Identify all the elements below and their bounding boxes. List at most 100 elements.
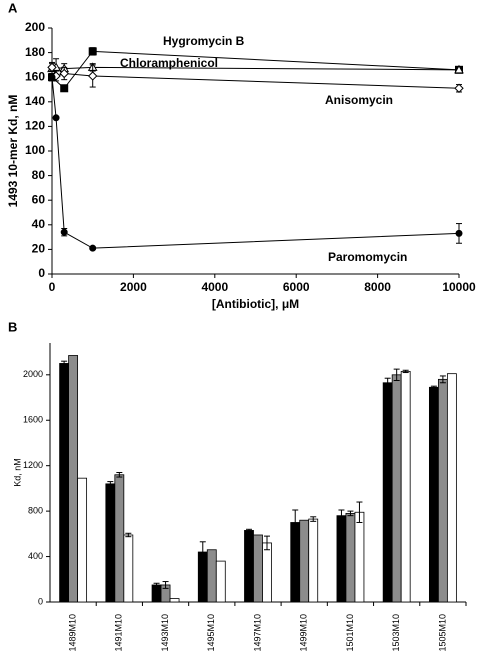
x-tick-label: 1491M10	[114, 614, 124, 652]
y-tick-label: 400	[28, 551, 43, 561]
x-tick-label: 1493M10	[160, 614, 170, 652]
bar	[446, 373, 457, 603]
error-bar	[125, 532, 132, 538]
error-bar	[402, 369, 409, 374]
bar	[114, 474, 125, 603]
error-bar	[153, 582, 160, 588]
marker	[60, 228, 68, 236]
series-label: Hygromycin B	[163, 34, 245, 48]
x-tick-label: 2000	[120, 280, 147, 294]
y-tick-label: 140	[25, 94, 45, 108]
bar	[428, 386, 439, 603]
error-bar	[264, 535, 270, 551]
error-bar	[246, 528, 252, 533]
y-tick-label: 180	[25, 45, 45, 59]
bar	[308, 518, 319, 603]
bar	[68, 355, 79, 603]
y-tick-label: 120	[25, 119, 45, 133]
bar	[391, 374, 402, 603]
error-bar	[292, 509, 299, 536]
error-bar	[116, 472, 123, 478]
y-tick-label: 200	[25, 20, 45, 34]
error-bar	[162, 581, 169, 589]
panel-label: B	[8, 319, 17, 334]
y-tick-label: 40	[32, 217, 46, 231]
error-bar	[347, 510, 354, 517]
x-tick-label: 1497M10	[252, 614, 262, 652]
y-tick-label: 20	[32, 242, 46, 256]
x-tick-label: 1501M10	[345, 614, 355, 652]
error-bar	[430, 385, 437, 389]
marker	[89, 244, 97, 252]
x-tick-label: 1503M10	[391, 614, 401, 652]
marker	[88, 47, 97, 56]
error-bar	[384, 377, 391, 388]
series-label: Anisomycin	[325, 93, 393, 107]
series-label: Paromomycin	[328, 250, 407, 264]
x-tick-label: 4000	[201, 280, 228, 294]
series-line	[51, 77, 460, 249]
y-tick-label: 800	[28, 505, 43, 515]
panel-label: A	[8, 0, 18, 15]
y-tick-label: 60	[32, 192, 46, 206]
bar	[253, 534, 263, 603]
x-tick-label: 1499M10	[299, 614, 309, 652]
bar	[382, 382, 393, 603]
x-tick-label: 1505M10	[437, 614, 447, 652]
series-label: Chloramphenicol	[120, 56, 218, 70]
series-line	[51, 50, 460, 90]
marker	[60, 84, 69, 93]
y-axis-label: 1493 10-mer Kd, nM	[6, 95, 20, 208]
series-line	[51, 67, 460, 89]
y-tick-label: 0	[38, 266, 45, 280]
series-line	[51, 66, 460, 71]
marker	[454, 64, 464, 74]
bar	[262, 542, 272, 603]
y-axis-label: Kd, nM	[12, 458, 22, 487]
x-tick-label: 8000	[364, 280, 391, 294]
bar	[105, 483, 116, 603]
y-tick-label: 1200	[23, 460, 43, 470]
bar	[336, 515, 347, 603]
bar	[123, 534, 134, 603]
x-tick-label: 0	[49, 280, 56, 294]
marker	[47, 62, 57, 73]
bar	[59, 363, 70, 603]
y-tick-label: 160	[25, 69, 45, 83]
y-tick-label: 2000	[23, 369, 43, 379]
x-tick-label: 1495M10	[206, 614, 216, 652]
y-tick-label: 100	[25, 143, 45, 157]
marker	[59, 68, 69, 79]
x-axis-label: [Antibiotic], μM	[212, 297, 299, 311]
y-tick-label: 80	[32, 168, 46, 182]
x-tick-label: 6000	[283, 280, 310, 294]
bar	[354, 511, 365, 603]
error-bar	[439, 375, 446, 384]
bar	[299, 519, 310, 603]
y-tick-label: 0	[38, 596, 43, 606]
bar	[206, 549, 217, 603]
error-bar	[338, 509, 345, 522]
bar	[151, 584, 162, 603]
x-tick-label: 1489M10	[67, 614, 77, 652]
bar	[437, 378, 448, 603]
marker	[455, 229, 463, 237]
error-bar	[61, 360, 68, 367]
error-bar	[199, 541, 206, 563]
bar	[400, 370, 411, 603]
marker	[48, 73, 56, 81]
bar	[345, 512, 356, 603]
error-bar	[356, 501, 363, 523]
marker	[454, 83, 464, 93]
marker	[52, 114, 60, 122]
bar	[215, 560, 226, 603]
bar	[77, 477, 88, 603]
bar	[169, 598, 180, 603]
error-bar	[107, 481, 114, 487]
marker	[87, 71, 98, 81]
bar	[244, 530, 254, 603]
y-tick-label: 1600	[23, 415, 43, 425]
error-bar	[310, 516, 317, 522]
error-bar	[393, 368, 400, 381]
